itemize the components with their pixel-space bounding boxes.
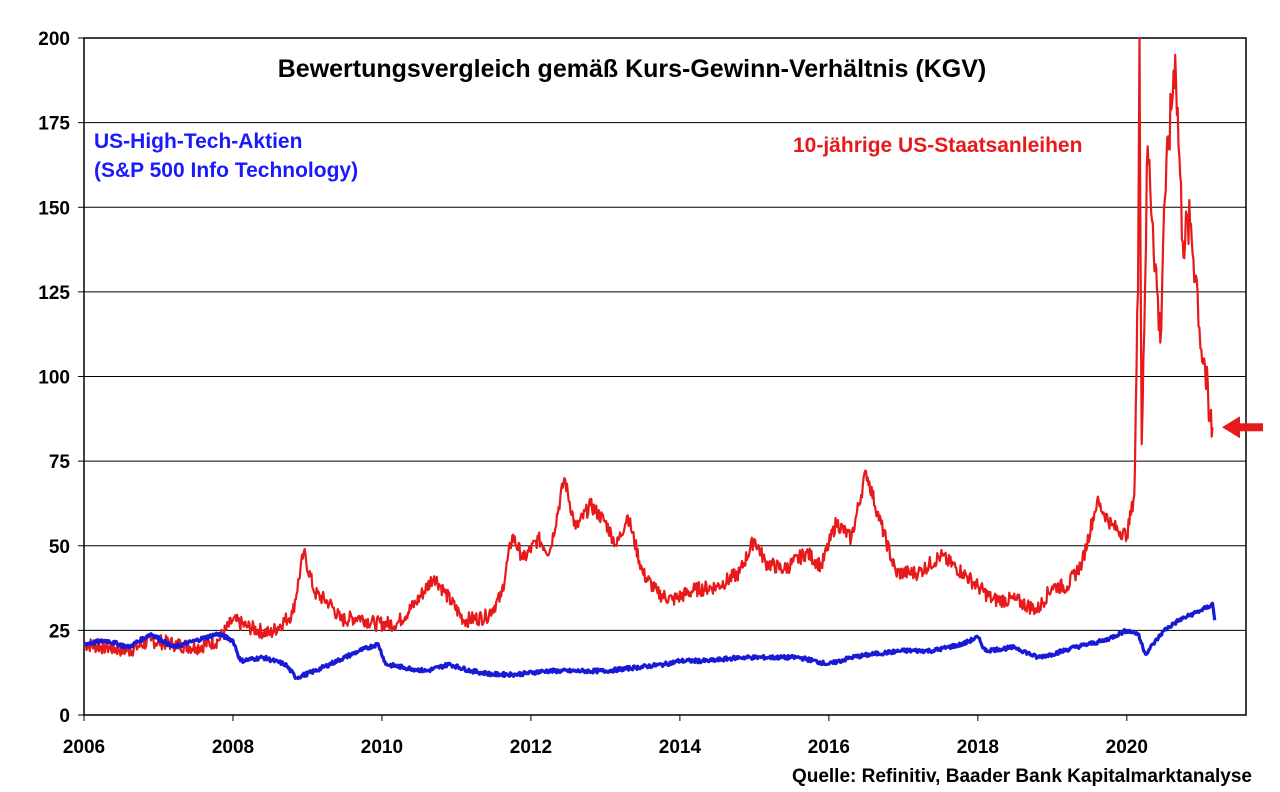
legend-label-bonds: 10-jährige US-Staatsanleihen: [793, 134, 1082, 157]
series-lines: [83, 36, 1217, 681]
source-note: Quelle: Refinitiv, Baader Bank Kapitalma…: [792, 766, 1252, 787]
x-tick-label-2008: 2008: [212, 737, 254, 758]
y-tick-label-50: 50: [49, 537, 70, 558]
y-tick-label-200: 200: [38, 29, 70, 50]
x-tick-label-2006: 2006: [63, 737, 105, 758]
x-tick-label-2016: 2016: [808, 737, 850, 758]
x-tick-label-2014: 2014: [659, 737, 702, 758]
x-tick-label-2012: 2012: [510, 737, 552, 758]
arrow-icon: [1222, 416, 1263, 439]
y-tick-label-150: 150: [38, 198, 70, 219]
x-axis-ticks: 2006 2008 2010 2012 2014 2016 2018 2020: [63, 715, 1148, 758]
y-axis-ticks: 0 25 50 75 100 125 150 175 200: [38, 29, 84, 727]
y-tick-label-100: 100: [38, 368, 70, 389]
y-tick-label-75: 75: [49, 452, 71, 473]
y-tick-label-175: 175: [38, 114, 70, 135]
x-tick-label-2010: 2010: [361, 737, 403, 758]
chart-title: Bewertungsvergleich gemäß Kurs-Gewinn-Ve…: [278, 55, 986, 83]
series-line-tech: [83, 601, 1217, 681]
legend-label-tech-line2: (S&P 500 Info Technology): [94, 159, 358, 182]
y-tick-label-0: 0: [59, 706, 70, 727]
series-line-bonds: [83, 36, 1214, 657]
y-tick-label-25: 25: [49, 621, 71, 642]
y-tick-label-125: 125: [38, 283, 70, 304]
x-tick-label-2020: 2020: [1106, 737, 1148, 758]
x-tick-label-2018: 2018: [957, 737, 999, 758]
legend-label-tech-line1: US-High-Tech-Aktien: [94, 130, 302, 153]
